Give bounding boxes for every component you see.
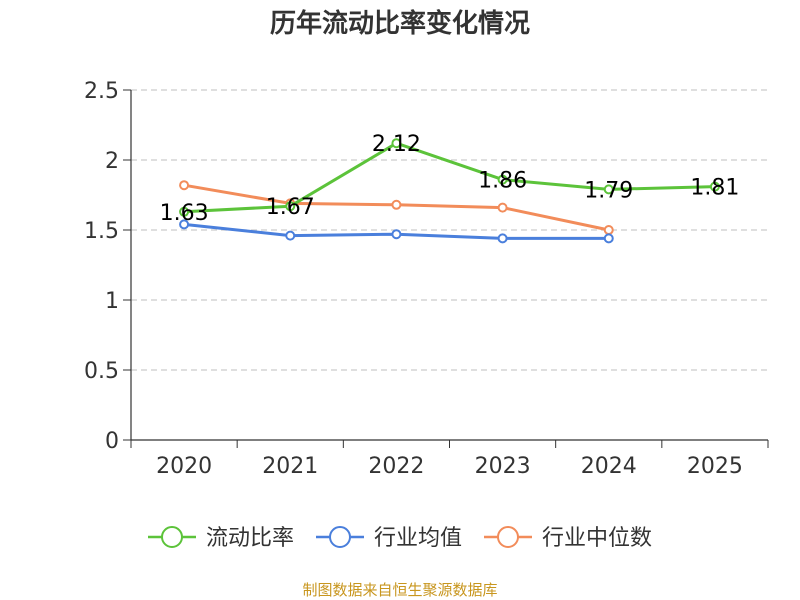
x-tick-label: 2021: [262, 454, 318, 479]
x-tick-label: 2022: [368, 454, 424, 479]
data-label: 2.12: [372, 132, 421, 157]
legend-label: 流动比率: [206, 526, 294, 551]
series-line-0: [184, 141, 715, 214]
y-tick-label: 1.5: [84, 219, 119, 244]
data-point: [179, 180, 190, 191]
x-tick-label: 2023: [475, 454, 531, 479]
data-point: [603, 225, 614, 235]
legend-item: 行业中位数: [484, 526, 652, 551]
data-label: 1.81: [690, 176, 739, 201]
data-point: [603, 184, 614, 195]
y-tick-label: 2: [105, 149, 119, 174]
legend-marker: [161, 526, 183, 548]
y-tick-label: 0.5: [84, 359, 119, 384]
data-point: [391, 229, 402, 240]
data-point: [179, 206, 190, 217]
series-layer: [179, 138, 720, 244]
y-tick-label: 1: [105, 289, 119, 314]
data-point: [391, 199, 402, 210]
data-point: [497, 202, 508, 213]
legend-item: 行业均值: [316, 526, 462, 551]
data-point: [285, 201, 296, 212]
x-tick-label: 2025: [687, 454, 743, 479]
data-label: 1.67: [266, 195, 315, 220]
axes: 0 0.5 1 1.5 2 2.5 2020 2021 2022 2023 2024 2025: [84, 79, 769, 479]
y-tick-label: 2.5: [84, 79, 119, 104]
data-point: [497, 174, 508, 185]
x-tick-label: 2020: [156, 454, 212, 479]
chart-title: 历年流动比率变化情况: [270, 8, 530, 39]
data-labels: 1.63 1.67 2.12 1.86 1.79 1.81: [160, 132, 740, 226]
legend-marker: [329, 526, 351, 548]
data-point: [603, 233, 614, 244]
legend: 流动比率 行业均值 行业中位数: [148, 526, 652, 551]
y-tick-label: 0: [105, 429, 119, 454]
legend-marker: [497, 526, 519, 548]
source-note: 制图数据来自恒生聚源数据库: [302, 581, 497, 599]
data-point: [285, 230, 296, 241]
x-tick-label: 2024: [581, 454, 637, 479]
data-point: [179, 219, 190, 230]
data-point: [709, 181, 720, 192]
grid: [131, 89, 768, 371]
data-point: [391, 138, 402, 149]
legend-label: 行业均值: [374, 526, 462, 551]
data-label: 1.86: [478, 169, 527, 194]
data-label: 1.63: [160, 201, 209, 226]
data-point: [497, 233, 508, 244]
legend-item: 流动比率: [148, 526, 294, 551]
legend-label: 行业中位数: [542, 526, 652, 551]
data-label: 1.79: [584, 178, 633, 203]
